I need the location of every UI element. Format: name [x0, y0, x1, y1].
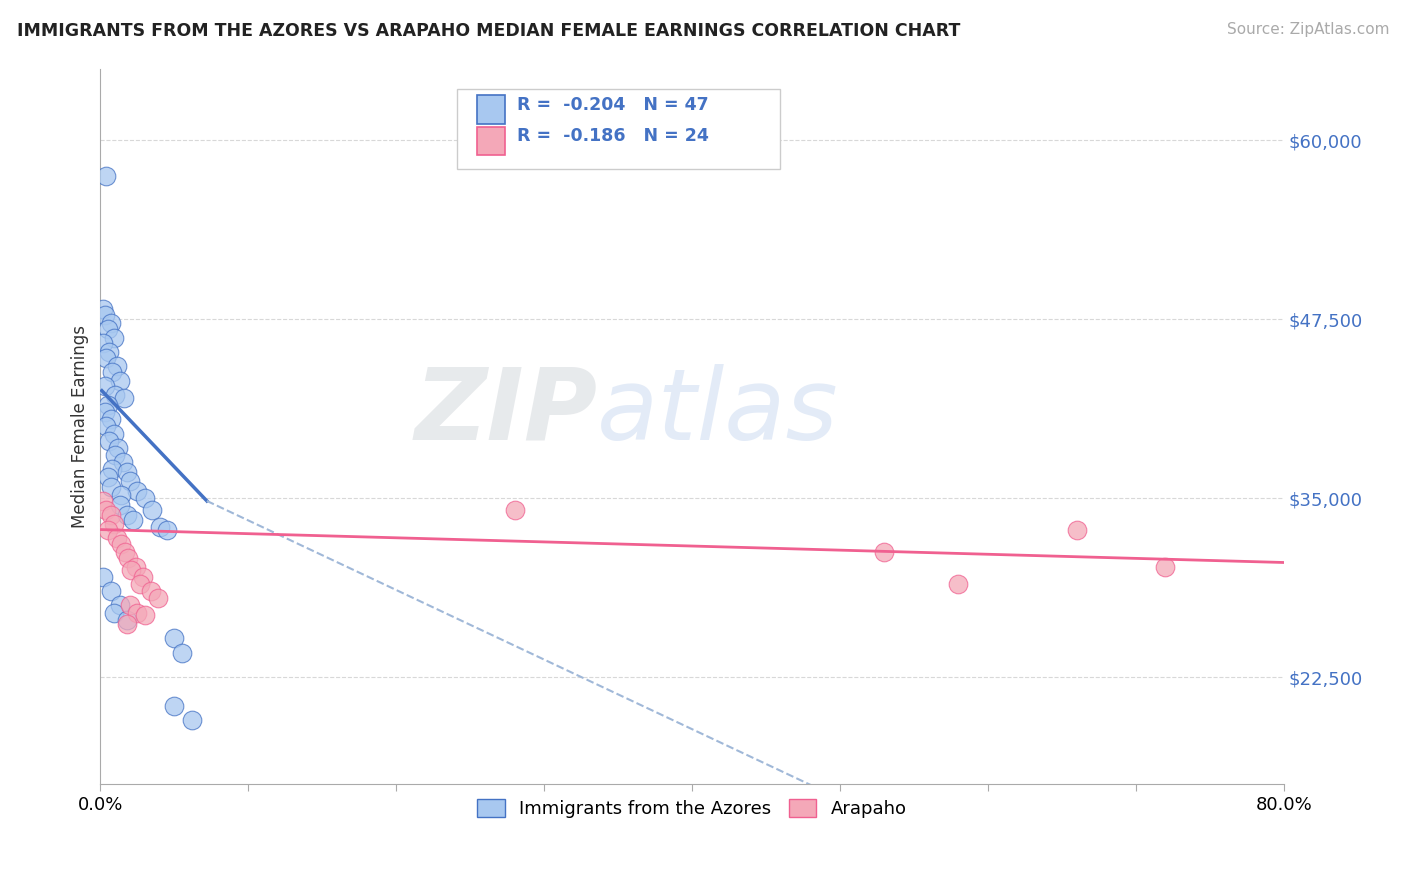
Point	[110, 488, 132, 502]
Point	[111, 455, 134, 469]
Point	[94, 308, 117, 322]
Point	[98, 434, 121, 448]
Point	[91, 494, 114, 508]
Point	[129, 577, 152, 591]
Point	[114, 545, 136, 559]
Point	[97, 398, 120, 412]
Text: R =  -0.204   N = 47: R = -0.204 N = 47	[517, 96, 709, 114]
Point	[101, 365, 124, 379]
Point	[96, 169, 118, 183]
Point	[107, 441, 129, 455]
Point	[1066, 523, 1088, 537]
Point	[115, 508, 138, 523]
Point	[163, 632, 186, 646]
Point	[120, 563, 142, 577]
Point	[97, 523, 120, 537]
Point	[104, 448, 127, 462]
Point	[117, 551, 139, 566]
Point	[94, 379, 117, 393]
Text: IMMIGRANTS FROM THE AZORES VS ARAPAHO MEDIAN FEMALE EARNINGS CORRELATION CHART: IMMIGRANTS FROM THE AZORES VS ARAPAHO ME…	[17, 22, 960, 40]
Text: atlas: atlas	[598, 364, 839, 460]
Point	[98, 345, 121, 359]
Point	[156, 523, 179, 537]
Point	[122, 512, 145, 526]
Point	[139, 584, 162, 599]
Point	[127, 606, 149, 620]
Point	[170, 646, 193, 660]
Point	[96, 419, 118, 434]
Point	[115, 465, 138, 479]
Point	[163, 698, 186, 713]
Point	[115, 617, 138, 632]
Point	[100, 317, 122, 331]
Legend: Immigrants from the Azores, Arapaho: Immigrants from the Azores, Arapaho	[470, 792, 914, 825]
Point	[101, 462, 124, 476]
Text: R =  -0.186   N = 24: R = -0.186 N = 24	[517, 128, 709, 145]
Point	[108, 599, 131, 613]
Point	[115, 613, 138, 627]
Point	[503, 502, 526, 516]
Point	[118, 599, 141, 613]
Point	[100, 584, 122, 599]
Point	[97, 322, 120, 336]
Point	[91, 570, 114, 584]
Point	[181, 713, 204, 727]
Point	[96, 351, 118, 365]
Point	[873, 545, 896, 559]
Point	[100, 412, 122, 426]
Point	[134, 491, 156, 505]
Point	[948, 577, 970, 591]
Point	[91, 301, 114, 316]
Text: Source: ZipAtlas.com: Source: ZipAtlas.com	[1226, 22, 1389, 37]
Point	[100, 508, 122, 523]
Point	[112, 391, 135, 405]
Point	[91, 336, 114, 351]
Point	[103, 331, 125, 345]
Point	[103, 426, 125, 441]
Y-axis label: Median Female Earnings: Median Female Earnings	[72, 325, 89, 528]
Point	[105, 359, 128, 374]
Point	[104, 388, 127, 402]
Point	[100, 480, 122, 494]
Point	[97, 469, 120, 483]
Point	[146, 591, 169, 606]
Point	[110, 537, 132, 551]
Point	[141, 502, 163, 516]
Point	[108, 374, 131, 388]
Point	[134, 608, 156, 623]
Point	[94, 405, 117, 419]
Point	[103, 516, 125, 531]
Point	[125, 559, 148, 574]
Point	[105, 531, 128, 545]
Point	[118, 474, 141, 488]
Text: ZIP: ZIP	[415, 364, 598, 460]
Point	[148, 519, 170, 533]
Point	[108, 498, 131, 512]
Point	[127, 483, 149, 498]
Point	[103, 606, 125, 620]
Point	[96, 502, 118, 516]
Point	[132, 570, 155, 584]
Point	[1154, 559, 1177, 574]
